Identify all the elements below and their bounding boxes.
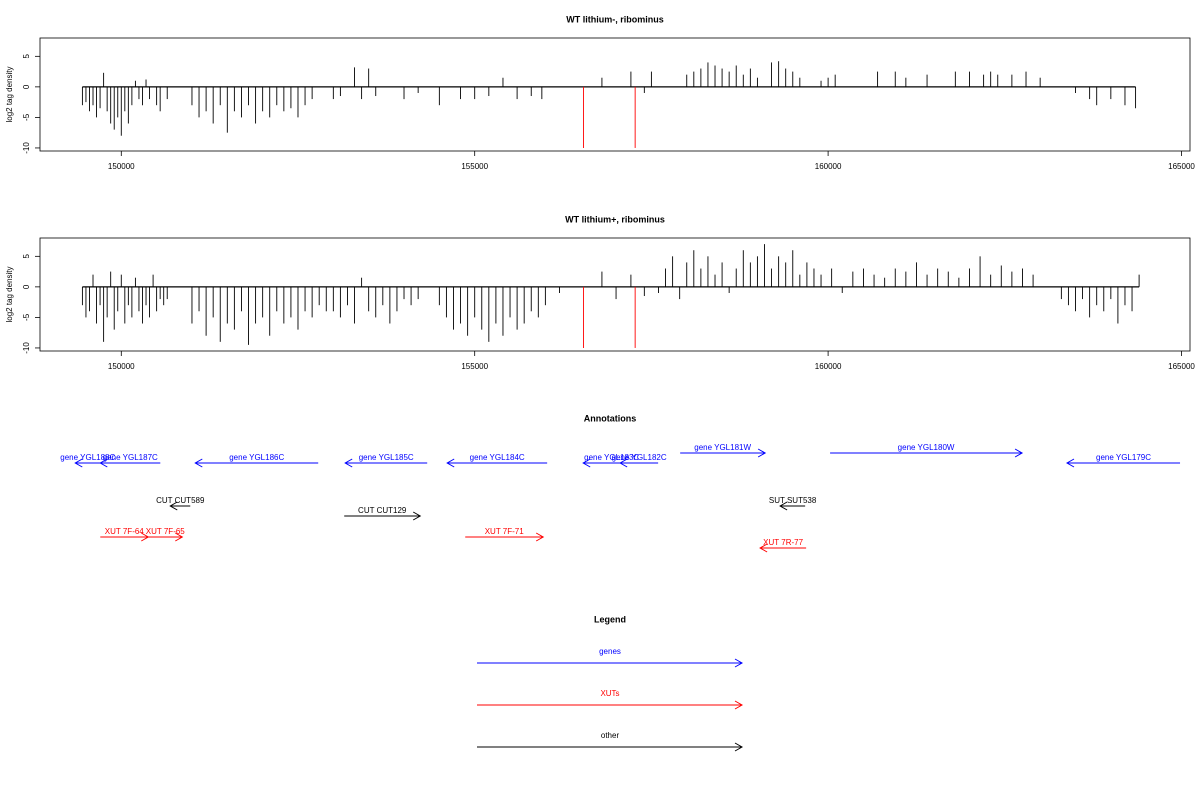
feature-label: XUT 7F-64 xyxy=(105,527,145,536)
y-tick-label: 0 xyxy=(22,284,31,289)
feature-label: gene YGL188C xyxy=(60,453,115,462)
x-tick-label: 155000 xyxy=(461,162,488,171)
chart-title: WT lithium-, ribominus xyxy=(566,14,664,24)
legend-title: Legend xyxy=(594,614,626,624)
plot-frame xyxy=(39,37,1191,152)
feature-arrow-head xyxy=(99,458,108,468)
feature-arrow-head xyxy=(1014,448,1024,458)
feature-arrow-head xyxy=(74,458,83,468)
feature-label: CUT CUT589 xyxy=(156,496,205,505)
legend-label: other xyxy=(601,731,620,740)
y-tick-label: -5 xyxy=(22,113,31,121)
feature-label: XUT 7R-77 xyxy=(763,538,803,547)
chart-title: WT lithium+, ribominus xyxy=(565,214,665,224)
legend-label: XUTs xyxy=(600,689,619,698)
feature-arrow-head xyxy=(412,511,422,521)
feature-arrow-head xyxy=(619,458,628,468)
legend-arrow-head xyxy=(734,658,744,668)
feature-label: gene YGL184C xyxy=(470,453,525,462)
feature-arrow-head xyxy=(446,458,455,468)
feature-label: gene YGL183C xyxy=(584,453,639,462)
feature-arrow-head xyxy=(582,458,591,468)
feature-arrow-head xyxy=(535,532,545,542)
feature-arrow-head xyxy=(779,501,788,511)
y-axis-label: log2 tag density xyxy=(5,266,14,322)
feature-arrow-head xyxy=(344,458,353,468)
feature-label: gene YGL180W xyxy=(898,443,955,452)
legend-arrow-head xyxy=(734,742,744,752)
feature-label: gene YGL182C xyxy=(612,453,667,462)
y-axis-label: log2 tag density xyxy=(5,66,14,122)
feature-label: XUT 7F-65 xyxy=(146,527,186,536)
feature-arrow-head xyxy=(194,458,203,468)
plot-frame xyxy=(39,237,1191,352)
x-tick-label: 160000 xyxy=(815,162,842,171)
feature-label: CUT CUT129 xyxy=(358,506,407,515)
y-tick-label: -10 xyxy=(22,142,31,154)
y-tick-label: -5 xyxy=(22,313,31,321)
feature-arrow-head xyxy=(175,532,184,542)
feature-arrow-head xyxy=(759,543,768,553)
y-tick-label: 0 xyxy=(22,84,31,89)
feature-arrow-head xyxy=(1066,458,1075,468)
feature-label: gene YGL187C xyxy=(103,453,158,462)
feature-label: gene YGL181W xyxy=(694,443,751,452)
legend-label: genes xyxy=(599,647,621,656)
annotations-title: Annotations xyxy=(584,413,637,423)
feature-label: XUT 7F-71 xyxy=(485,527,525,536)
x-tick-label: 160000 xyxy=(815,362,842,371)
y-tick-label: 5 xyxy=(22,254,31,259)
feature-label: gene YGL186C xyxy=(229,453,284,462)
x-tick-label: 165000 xyxy=(1168,162,1195,171)
x-tick-label: 150000 xyxy=(108,362,135,371)
x-tick-label: 150000 xyxy=(108,162,135,171)
x-tick-label: 155000 xyxy=(461,362,488,371)
x-tick-label: 165000 xyxy=(1168,362,1195,371)
feature-label: SUT SUT538 xyxy=(769,496,817,505)
feature-label: gene YGL179C xyxy=(1096,453,1151,462)
legend-arrow-head xyxy=(734,700,744,710)
y-tick-label: -10 xyxy=(22,342,31,354)
feature-arrow-head xyxy=(757,448,767,458)
y-tick-label: 5 xyxy=(22,54,31,59)
feature-arrow-head xyxy=(169,501,178,511)
feature-label: gene YGL185C xyxy=(359,453,414,462)
